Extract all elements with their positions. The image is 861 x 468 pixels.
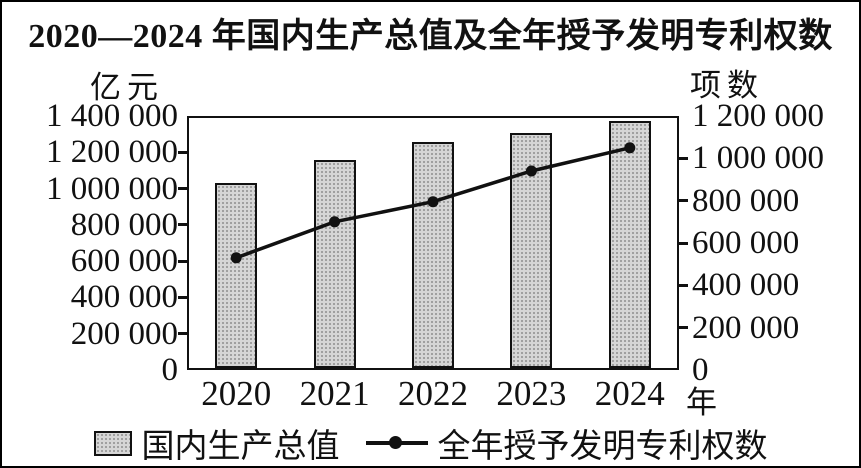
gdp-bar [608, 121, 651, 368]
x-axis-unit-label: 年 [686, 385, 717, 420]
legend-dot-icon [388, 436, 402, 449]
chart-title: 2020—2024 年国内生产总值及全年授予发明专利权数 [28, 18, 833, 55]
right-axis-tick-mark [679, 156, 688, 160]
left-axis-tick-mark [178, 187, 187, 191]
right-axis-tick-label: 800 000 [692, 182, 800, 219]
patent-legend-label: 全年授予发明专利权数 [437, 429, 768, 465]
right-axis-unit-label: 项数 [690, 68, 764, 103]
left-axis-tick-mark [178, 223, 187, 227]
patent-line-legend-marker [365, 431, 428, 455]
left-axis-unit-label: 亿元 [90, 70, 164, 105]
right-axis-tick-mark [679, 199, 688, 203]
right-axis-tick-label: 0 [692, 352, 709, 388]
left-axis-tick-label: 1 200 000 [46, 134, 178, 171]
right-axis-tick-mark [679, 326, 688, 330]
gdp-bar [412, 142, 454, 368]
right-axis-tick-label: 1 000 000 [692, 140, 824, 177]
left-axis-tick-label: 1 000 000 [46, 170, 178, 207]
left-axis-tick-label: 0 [161, 352, 179, 388]
left-axis-tick-mark [178, 150, 187, 154]
x-axis-year-label: 2023 [496, 374, 567, 413]
gdp-bar [215, 183, 258, 368]
left-axis-tick-label: 400 000 [70, 279, 178, 316]
left-axis-tick-label: 600 000 [70, 243, 178, 280]
legend: 国内生产总值 全年授予发明专利权数 [2, 419, 859, 466]
x-axis-year-label: 2021 [299, 374, 370, 413]
x-axis-year-label: 2022 [398, 374, 468, 413]
right-axis-tick-label: 400 000 [692, 267, 800, 304]
plot-area [187, 116, 679, 370]
gdp-bar-legend-swatch [93, 430, 132, 456]
right-axis-tick-label: 1 200 000 [692, 98, 824, 134]
left-axis-tick-label: 200 000 [70, 315, 178, 352]
left-axis-tick-mark [178, 295, 187, 299]
gdp-legend-label: 国内生产总值 [141, 429, 340, 465]
gdp-bar [510, 133, 553, 368]
left-axis-tick-mark [178, 332, 187, 336]
left-axis-tick-label: 800 000 [70, 206, 178, 243]
right-axis-tick-mark [679, 283, 688, 287]
gdp-bar [313, 159, 356, 368]
right-axis-tick-label: 600 000 [692, 225, 800, 261]
x-axis-year-label: 2020 [201, 374, 272, 413]
right-axis-tick-mark [679, 241, 688, 245]
left-axis-tick-mark [178, 259, 187, 263]
right-axis-tick-label: 200 000 [692, 309, 800, 346]
x-axis-year-label: 2024 [594, 374, 665, 413]
left-axis-tick-label: 1 400 000 [46, 98, 178, 134]
